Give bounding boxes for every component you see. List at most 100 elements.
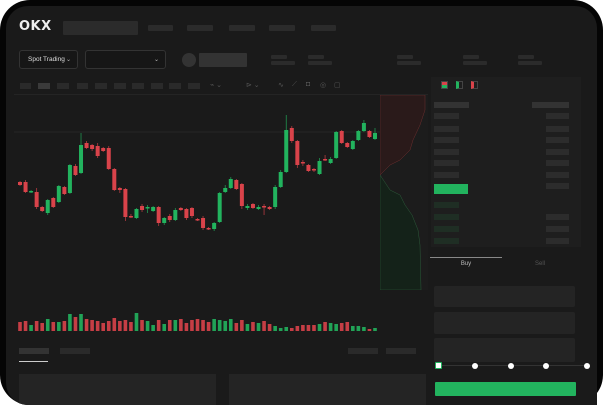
orderbook-cell: [434, 149, 459, 155]
volume-bar: [73, 317, 78, 331]
line-chart-icon[interactable]: ∿: [278, 82, 284, 89]
okx-logo[interactable]: OKX: [19, 19, 52, 34]
amount-input[interactable]: [434, 312, 575, 334]
volume-bar: [190, 320, 194, 331]
ruler-icon[interactable]: ⟋: [292, 81, 297, 88]
orderbook-cell: [434, 102, 469, 108]
interval-button[interactable]: [169, 83, 181, 89]
stat-label: [271, 55, 287, 59]
volume-bar: [18, 322, 22, 331]
interval-button[interactable]: [132, 83, 144, 89]
candle-body: [128, 216, 133, 218]
volume-bar: [295, 326, 300, 331]
total-input[interactable]: [434, 338, 575, 362]
volume-bar: [40, 323, 44, 331]
stat-value: [463, 61, 487, 65]
indicator-icon[interactable]: ⊳ ⌄: [246, 82, 260, 89]
bottom-action[interactable]: [386, 348, 416, 354]
candle-body: [311, 169, 316, 171]
candle-body: [140, 206, 145, 210]
orderbook-both-icon[interactable]: [441, 81, 448, 89]
tab-sell[interactable]: Sell: [534, 261, 545, 267]
volume-bar: [256, 323, 261, 331]
interval-button[interactable]: [77, 83, 88, 89]
volume-bar: [306, 325, 311, 331]
interval-button[interactable]: [20, 83, 31, 89]
volume-bar: [167, 320, 172, 331]
candle-body: [356, 131, 361, 140]
candle-body: [306, 165, 311, 171]
buy-button[interactable]: [435, 382, 576, 396]
volume-bar: [123, 320, 128, 331]
candle-body: [317, 161, 322, 174]
candle-body: [23, 182, 28, 192]
orderbook-cell: [434, 238, 459, 244]
fullscreen-icon[interactable]: ▢: [334, 82, 341, 89]
volume-bar: [284, 327, 289, 331]
volume-bar: [201, 320, 205, 331]
volume-bar: [345, 322, 350, 331]
candle-body: [156, 207, 161, 223]
orderbook-bids-icon[interactable]: [456, 81, 463, 89]
interval-button[interactable]: [57, 83, 69, 89]
nav-item[interactable]: [148, 25, 173, 31]
interval-button[interactable]: [38, 83, 50, 89]
volume-bar: [162, 324, 167, 331]
candle-body: [245, 206, 250, 208]
volume-bar: [223, 321, 228, 331]
volume-bar: [101, 323, 106, 331]
candle-body: [84, 143, 89, 148]
nav-item[interactable]: [229, 25, 255, 31]
volume-bar: [351, 326, 355, 331]
candle-body: [217, 193, 222, 222]
volume-bar: [112, 318, 117, 331]
orderbook-cell: [434, 202, 459, 208]
bottom-action[interactable]: [348, 348, 378, 354]
slider-mark-50[interactable]: [508, 363, 514, 369]
search-bar[interactable]: [63, 21, 138, 35]
market-selector[interactable]: Spot Trading ⌄: [19, 50, 78, 69]
interval-button[interactable]: [151, 83, 163, 89]
bottom-tab-active[interactable]: [19, 348, 49, 354]
candle-type-icon[interactable]: ⌁ ⌄: [210, 82, 223, 89]
candle-body: [189, 208, 194, 216]
tab-buy[interactable]: Buy: [460, 261, 472, 267]
slider-mark-75[interactable]: [543, 363, 549, 369]
candle-body: [106, 148, 111, 169]
stat-value: [308, 61, 332, 65]
volume-bar: [23, 321, 28, 331]
interval-button[interactable]: [95, 83, 107, 89]
bottom-tab[interactable]: [60, 348, 90, 354]
camera-icon[interactable]: ◘: [306, 81, 311, 88]
settings-icon[interactable]: ◎: [320, 82, 327, 89]
pair-selector[interactable]: ⌄: [85, 50, 166, 69]
candle-body: [239, 184, 244, 206]
volume-bar: [212, 319, 216, 331]
orderbook-cell: [546, 214, 569, 220]
orderbook-cell: [434, 113, 459, 119]
candle-body: [367, 131, 372, 137]
candle-body: [339, 131, 344, 143]
price-input[interactable]: [434, 286, 575, 307]
volume-bar: [129, 322, 133, 331]
volume-bar: [267, 324, 272, 331]
candle-body: [184, 209, 189, 218]
nav-item[interactable]: [311, 25, 336, 31]
volume-bar: [134, 313, 139, 331]
interval-button[interactable]: [188, 83, 200, 89]
orderbook-asks-icon[interactable]: [471, 81, 478, 89]
orderbook-cell: [546, 226, 569, 232]
nav-item[interactable]: [187, 25, 213, 31]
slider-mark-100[interactable]: [584, 363, 590, 369]
nav-item[interactable]: [269, 25, 295, 31]
candle-body: [167, 216, 172, 220]
candle-body: [73, 166, 78, 175]
candle-body: [62, 187, 67, 194]
interval-button[interactable]: [114, 83, 126, 89]
volume-bar: [84, 319, 89, 331]
slider-handle[interactable]: [435, 362, 442, 369]
candle-body: [79, 145, 84, 173]
candlestick-chart[interactable]: [14, 95, 380, 335]
candle-body: [284, 130, 289, 172]
slider-mark-25[interactable]: [472, 363, 478, 369]
